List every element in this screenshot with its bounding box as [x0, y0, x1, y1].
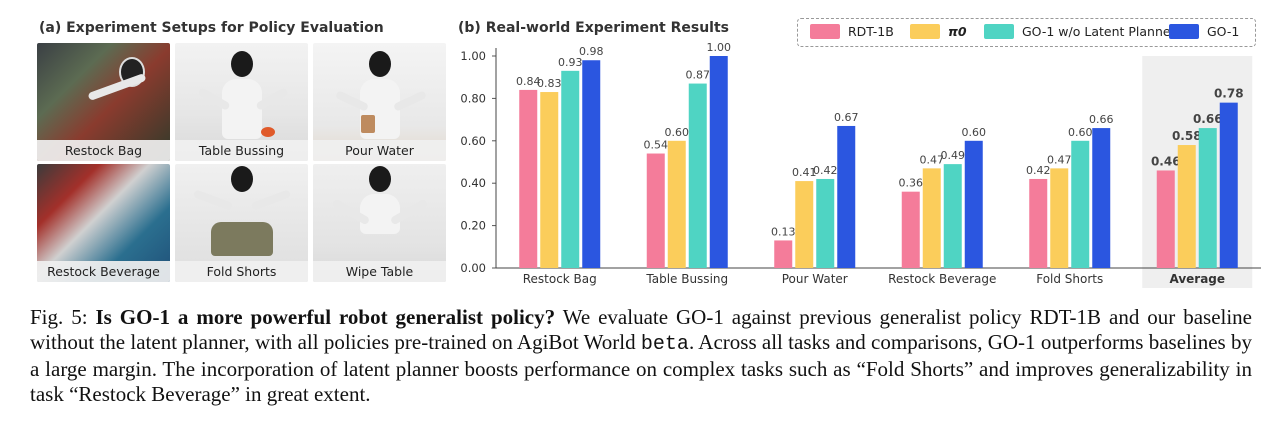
bar-value-label: 0.66	[1193, 112, 1223, 126]
photo-caption: Restock Beverage	[37, 261, 170, 282]
bar	[519, 89, 538, 268]
photo-wipe-table: Wipe Table	[313, 164, 446, 282]
figure-caption: Fig. 5: Is GO-1 a more powerful robot ge…	[30, 305, 1252, 407]
bar-value-label: 0.41	[792, 166, 817, 179]
legend-label: π0	[948, 24, 967, 39]
photo-fold-shorts: Fold Shorts	[175, 164, 308, 282]
y-tick-label: 0.80	[460, 91, 486, 105]
bar-value-label: 0.67	[834, 111, 859, 124]
bar-value-label: 0.13	[771, 225, 796, 238]
bar	[774, 240, 793, 268]
bar	[667, 140, 686, 268]
photo-caption: Restock Bag	[37, 140, 170, 161]
x-tick-label: Fold Shorts	[1036, 272, 1103, 286]
y-tick-label: 1.00	[460, 49, 486, 63]
bar-value-label: 0.98	[579, 45, 604, 58]
bar-value-label: 0.60	[1068, 126, 1093, 139]
caption-fig-label: Fig. 5:	[30, 305, 88, 329]
bar	[709, 56, 728, 268]
y-tick-label: 0.40	[460, 176, 486, 190]
bar	[540, 92, 559, 268]
legend-item-go1-wo: GO-1 w/o Latent Planner	[984, 24, 1176, 39]
legend-swatch	[810, 24, 840, 39]
legend-swatch	[1169, 24, 1199, 39]
legend-swatch	[910, 24, 940, 39]
bar-value-label: 0.60	[665, 126, 690, 139]
chart-legend: RDT-1B π0 GO-1 w/o Latent Planner GO-1	[797, 18, 1256, 47]
x-tick-label: Average	[1169, 272, 1225, 286]
bar	[1050, 168, 1069, 268]
bar-value-label: 0.87	[686, 69, 711, 82]
legend-item-rdt1b: RDT-1B	[810, 24, 894, 39]
bar	[1177, 145, 1196, 268]
caption-text-1: We evaluate GO-1 against previous genera…	[30, 305, 1253, 354]
bar	[1198, 128, 1217, 268]
y-tick-label: 0.60	[460, 134, 486, 148]
caption-text-2: . Across all tasks and comparisons, GO-1…	[30, 330, 1252, 406]
caption-mono: beta	[640, 333, 689, 356]
bar	[582, 60, 601, 268]
legend-item-go1: GO-1	[1169, 24, 1239, 39]
bar-value-label: 0.47	[1047, 153, 1072, 166]
y-tick-label: 0.20	[460, 219, 486, 233]
caption-bold: Is GO-1 a more powerful robot generalist…	[95, 305, 556, 329]
bar-value-label: 0.42	[813, 164, 838, 177]
x-tick-label: Restock Beverage	[888, 272, 996, 286]
photo-pour-water: Pour Water	[313, 43, 446, 161]
x-tick-label: Table Bussing	[645, 272, 728, 286]
bar	[795, 181, 814, 268]
bar	[1029, 178, 1048, 268]
x-tick-label: Restock Bag	[523, 272, 597, 286]
bar-value-label: 0.42	[1026, 164, 1051, 177]
right-panel-title: (b) Real-world Experiment Results	[458, 20, 730, 36]
bar-value-label: 0.46	[1151, 154, 1181, 168]
bar-value-label: 0.60	[962, 126, 987, 139]
bar-value-label: 0.84	[516, 75, 541, 88]
legend-swatch	[984, 24, 1014, 39]
photo-restock-bag: Restock Bag	[37, 43, 170, 161]
legend-item-pi0: π0	[910, 24, 967, 39]
bar	[688, 83, 707, 268]
photo-caption: Table Bussing	[175, 140, 308, 161]
bar	[943, 164, 962, 268]
bar-value-label: 0.78	[1214, 87, 1244, 101]
bar-value-label: 0.66	[1089, 113, 1114, 126]
photo-caption: Wipe Table	[313, 261, 446, 282]
x-tick-label: Pour Water	[782, 272, 848, 286]
legend-label: GO-1 w/o Latent Planner	[1022, 24, 1176, 39]
bar-value-label: 0.93	[558, 56, 583, 69]
legend-label: RDT-1B	[848, 24, 894, 39]
photo-caption: Pour Water	[313, 140, 446, 161]
photo-restock-beverage: Restock Beverage	[37, 164, 170, 282]
bar	[1071, 140, 1090, 268]
bar	[1156, 170, 1175, 268]
bar-value-label: 0.49	[941, 149, 966, 162]
bar	[837, 125, 856, 269]
photo-caption: Fold Shorts	[175, 261, 308, 282]
results-bar-chart: 0.00 0.20 0.40 0.60 0.80 1.00 0.840.83 0.930.98…	[460, 41, 1261, 288]
bar	[561, 70, 580, 268]
legend-label: GO-1	[1207, 24, 1240, 39]
bar-value-label: 0.54	[644, 139, 669, 152]
bar-value-label: 0.58	[1172, 129, 1202, 143]
bar	[922, 168, 941, 268]
bar	[901, 191, 920, 268]
bar	[646, 153, 665, 268]
bar	[1219, 102, 1238, 268]
bar	[816, 178, 835, 268]
y-tick-label: 0.00	[460, 261, 486, 275]
left-panel-title: (a) Experiment Setups for Policy Evaluat…	[39, 20, 384, 36]
bar-value-label: 1.00	[707, 41, 732, 54]
photo-table-bussing: Table Bussing	[175, 43, 308, 161]
bar-value-label: 0.47	[920, 153, 945, 166]
bar	[964, 140, 983, 268]
bar-value-label: 0.36	[899, 177, 924, 190]
bar-value-label: 0.83	[537, 77, 562, 90]
bar	[1092, 128, 1111, 268]
